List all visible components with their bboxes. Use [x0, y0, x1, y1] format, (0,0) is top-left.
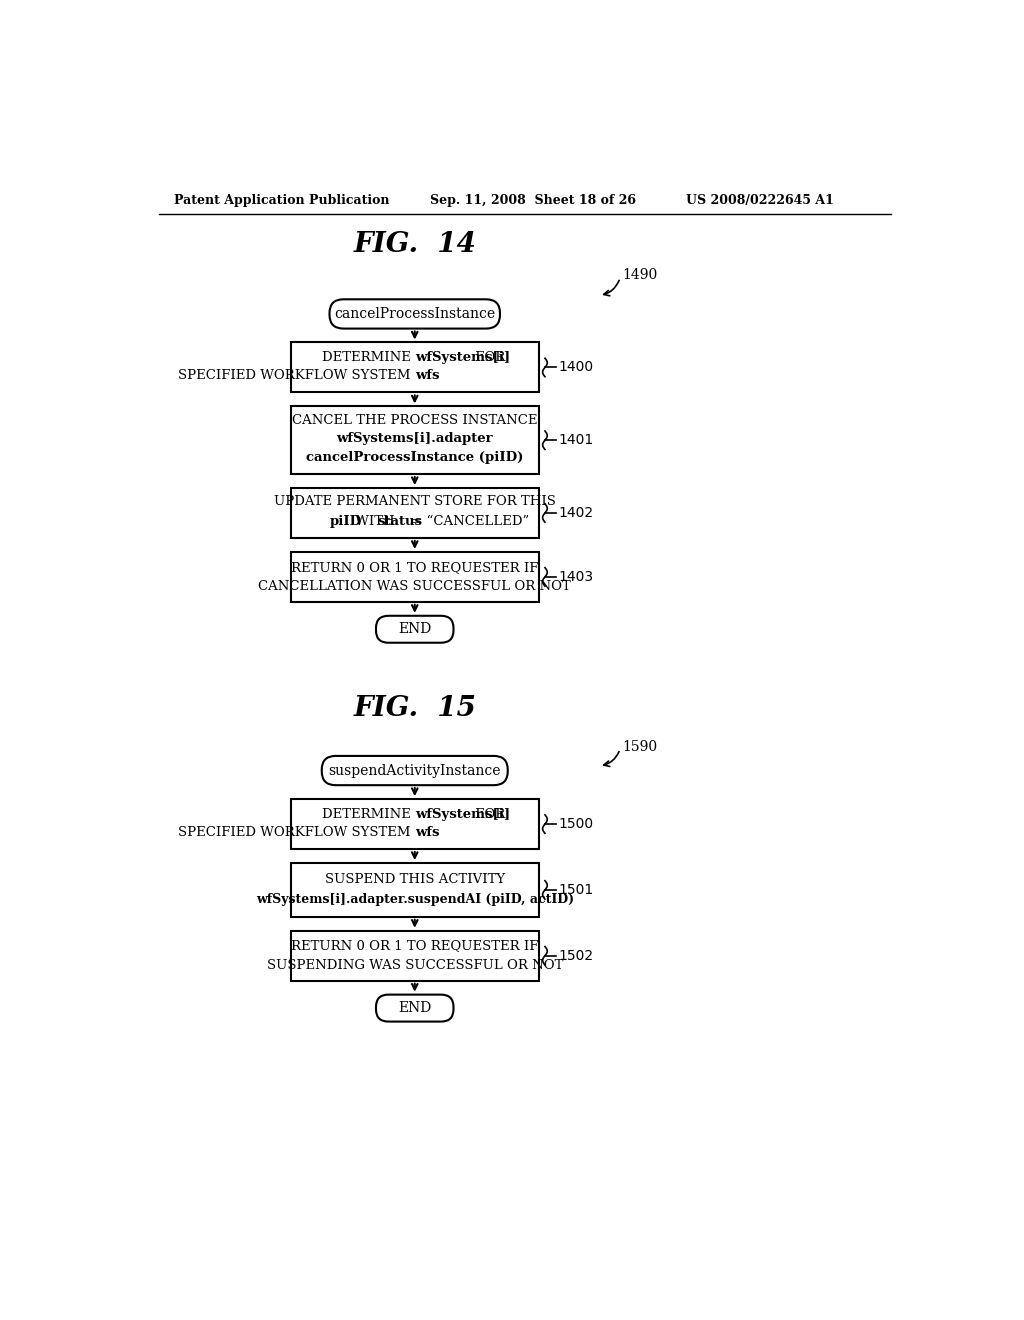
Text: 1502: 1502 — [558, 949, 593, 962]
Text: cancelProcessInstance: cancelProcessInstance — [334, 308, 496, 321]
Text: 1500: 1500 — [558, 817, 593, 832]
Text: Patent Application Publication: Patent Application Publication — [174, 194, 390, 207]
Text: SPECIFIED WORKFLOW SYSTEM: SPECIFIED WORKFLOW SYSTEM — [178, 370, 415, 381]
Text: END: END — [398, 1001, 431, 1015]
Text: = “CANCELLED”: = “CANCELLED” — [407, 515, 529, 528]
Bar — [291, 552, 539, 602]
Text: 1400: 1400 — [558, 360, 593, 375]
Text: wfSystems[i]: wfSystems[i] — [415, 808, 510, 821]
Bar — [291, 863, 539, 917]
Text: 1403: 1403 — [558, 570, 593, 583]
Text: END: END — [398, 622, 431, 636]
Text: RETURN 0 OR 1 TO REQUESTER IF: RETURN 0 OR 1 TO REQUESTER IF — [291, 561, 539, 574]
FancyBboxPatch shape — [322, 756, 508, 785]
Text: FOR: FOR — [471, 808, 505, 821]
Text: 1402: 1402 — [558, 506, 593, 520]
Bar — [291, 407, 539, 474]
Text: FOR: FOR — [471, 351, 505, 364]
Text: cancelProcessInstance (piID): cancelProcessInstance (piID) — [306, 450, 523, 463]
Text: suspendActivityInstance: suspendActivityInstance — [329, 763, 501, 777]
Text: 1490: 1490 — [623, 268, 657, 282]
Text: CANCELLATION WAS SUCCESSFUL OR NOT: CANCELLATION WAS SUCCESSFUL OR NOT — [258, 579, 571, 593]
Text: SPECIFIED WORKFLOW SYSTEM: SPECIFIED WORKFLOW SYSTEM — [178, 825, 415, 838]
FancyBboxPatch shape — [330, 300, 500, 329]
Text: status: status — [378, 515, 423, 528]
Text: DETERMINE: DETERMINE — [322, 351, 415, 364]
Bar — [291, 799, 539, 849]
Text: FIG.  15: FIG. 15 — [353, 694, 476, 722]
Bar — [291, 488, 539, 539]
Text: 1590: 1590 — [623, 739, 657, 754]
Bar — [291, 931, 539, 981]
Text: wfSystems[i].adapter.suspendAI (piID, actID): wfSystems[i].adapter.suspendAI (piID, ac… — [256, 894, 573, 907]
Text: FIG.  14: FIG. 14 — [353, 231, 476, 259]
Text: wfSystems[i].adapter: wfSystems[i].adapter — [337, 432, 494, 445]
Text: wfSystems[i]: wfSystems[i] — [415, 351, 510, 364]
Text: SUSPENDING WAS SUCCESSFUL OR NOT: SUSPENDING WAS SUCCESSFUL OR NOT — [266, 958, 563, 972]
Text: CANCEL THE PROCESS INSTANCE: CANCEL THE PROCESS INSTANCE — [292, 413, 538, 426]
Text: wfs: wfs — [415, 370, 439, 381]
Text: UPDATE PERMANENT STORE FOR THIS: UPDATE PERMANENT STORE FOR THIS — [273, 495, 556, 508]
FancyBboxPatch shape — [376, 615, 454, 643]
Text: piID: piID — [330, 515, 361, 528]
Text: DETERMINE: DETERMINE — [322, 808, 415, 821]
Text: 1401: 1401 — [558, 433, 593, 447]
Text: US 2008/0222645 A1: US 2008/0222645 A1 — [686, 194, 834, 207]
Text: RETURN 0 OR 1 TO REQUESTER IF: RETURN 0 OR 1 TO REQUESTER IF — [291, 940, 539, 953]
Text: wfs: wfs — [415, 825, 439, 838]
FancyBboxPatch shape — [376, 995, 454, 1022]
Text: SUSPEND THIS ACTIVITY: SUSPEND THIS ACTIVITY — [325, 874, 505, 887]
Text: 1501: 1501 — [558, 883, 593, 896]
Text: Sep. 11, 2008  Sheet 18 of 26: Sep. 11, 2008 Sheet 18 of 26 — [430, 194, 636, 207]
Text: WITH: WITH — [351, 515, 399, 528]
Bar — [291, 342, 539, 392]
